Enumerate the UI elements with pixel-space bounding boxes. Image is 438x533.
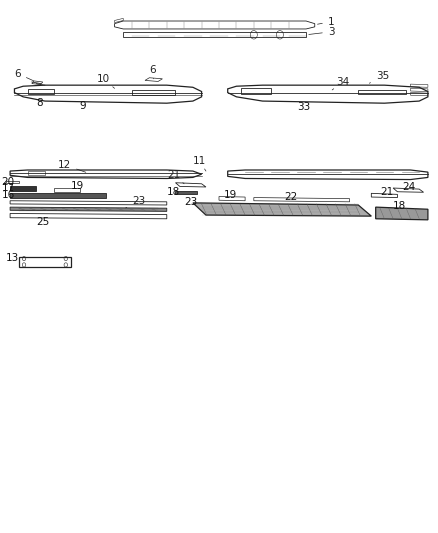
- Polygon shape: [176, 191, 197, 195]
- Text: 21: 21: [167, 171, 184, 184]
- Polygon shape: [193, 203, 371, 216]
- Text: 17: 17: [1, 183, 14, 193]
- Text: 8: 8: [36, 98, 43, 108]
- Text: 1: 1: [318, 17, 335, 27]
- Text: 21: 21: [380, 187, 393, 197]
- Text: 25: 25: [36, 217, 49, 228]
- Text: 33: 33: [297, 102, 311, 112]
- Text: 23: 23: [184, 197, 198, 207]
- Text: 19: 19: [223, 190, 237, 200]
- Text: 20: 20: [1, 176, 14, 187]
- Polygon shape: [376, 207, 428, 220]
- Text: 6: 6: [149, 66, 156, 79]
- Text: 34: 34: [332, 77, 350, 90]
- Text: 3: 3: [309, 27, 335, 37]
- Text: 12: 12: [58, 160, 86, 172]
- Text: 16: 16: [1, 190, 14, 200]
- Text: 6: 6: [14, 69, 34, 81]
- Text: 10: 10: [97, 74, 115, 88]
- Text: 23: 23: [126, 196, 145, 208]
- Polygon shape: [10, 186, 36, 191]
- Text: 22: 22: [284, 191, 297, 201]
- Polygon shape: [10, 207, 167, 212]
- Text: 35: 35: [369, 71, 389, 83]
- Text: 24: 24: [402, 182, 415, 192]
- Text: 19: 19: [71, 181, 84, 191]
- Text: 18: 18: [393, 201, 406, 211]
- Text: 9: 9: [80, 101, 86, 111]
- Text: 18: 18: [167, 187, 180, 197]
- Polygon shape: [10, 193, 106, 198]
- Text: 11: 11: [193, 156, 206, 171]
- Text: 13: 13: [6, 253, 19, 263]
